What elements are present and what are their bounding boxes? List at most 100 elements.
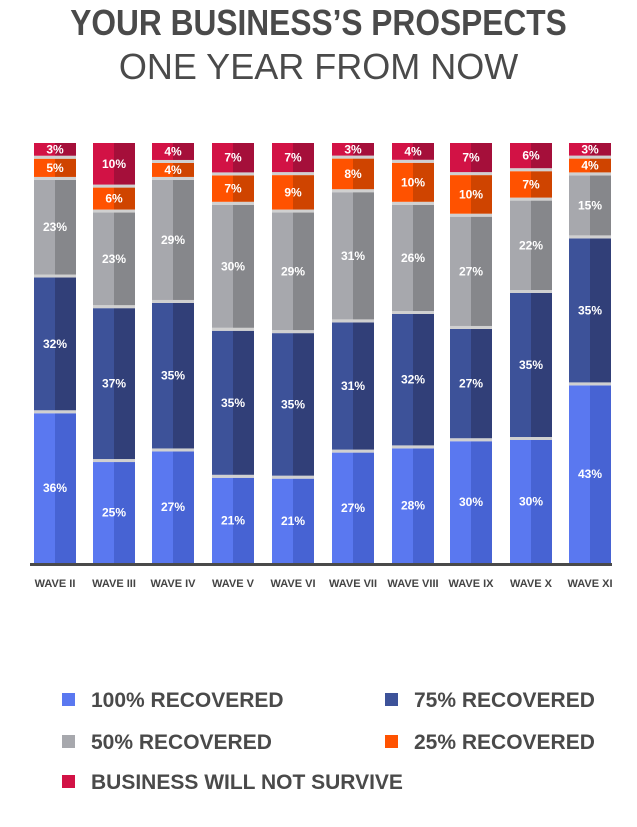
segment-gap (450, 172, 492, 176)
x-tick-label: WAVE VIII (387, 578, 438, 590)
segment-gap (332, 189, 374, 193)
bar-segment (272, 212, 293, 331)
bar-segment (569, 238, 590, 383)
bar-segment-shade (413, 204, 434, 311)
bar-segment-shade (471, 441, 492, 563)
legend-label: 100% RECOVERED (91, 689, 284, 712)
data-label: 4% (404, 144, 422, 158)
data-label: 32% (43, 337, 67, 351)
bar-segment-shade (173, 162, 194, 177)
bar-segment-shade (55, 179, 76, 275)
data-label: 10% (401, 175, 425, 189)
bar-segment (272, 175, 293, 210)
bar-segment (272, 333, 293, 476)
data-label: 35% (281, 397, 305, 411)
legend-label: 50% RECOVERED (91, 731, 272, 754)
segment-gap (392, 445, 434, 449)
bar-segment-shade (531, 200, 552, 290)
data-label: 7% (224, 182, 242, 196)
segment-gap (450, 325, 492, 329)
bar-segment (392, 143, 413, 160)
segment-gap (392, 159, 434, 163)
bar-segment (152, 302, 173, 449)
segment-gap (510, 197, 552, 201)
legend-swatch (62, 693, 75, 706)
bar-segment-shade (173, 302, 194, 449)
segment-gap (332, 319, 374, 323)
chart-title: YOUR BUSINESS’S PROSPECTS (70, 2, 567, 43)
data-label: 27% (459, 264, 483, 278)
bar-segment (93, 308, 114, 460)
segment-gap (392, 201, 434, 205)
bar-segment-shade (531, 440, 552, 563)
data-label: 36% (43, 481, 67, 495)
bar-segment (510, 200, 531, 290)
bar-segment (450, 143, 471, 173)
x-tick-label: WAVE X (510, 578, 553, 590)
data-label: 15% (578, 198, 602, 212)
legend-swatch (385, 693, 398, 706)
bar-segment (510, 171, 531, 198)
x-tick-label: WAVE IX (448, 578, 494, 590)
segment-gap (34, 155, 76, 159)
bar-segment-shade (114, 143, 135, 185)
bar-segment (152, 143, 173, 160)
bar-segment-shade (353, 192, 374, 320)
data-label: 21% (221, 513, 245, 527)
bar-segment-shade (173, 143, 194, 160)
data-label: 31% (341, 249, 365, 263)
bar-segment-shade (353, 143, 374, 156)
bar-segment (152, 162, 173, 177)
bar-segment-shade (413, 314, 434, 446)
bar-segment-shade (413, 143, 434, 160)
legend-swatch (385, 735, 398, 748)
segment-gap (272, 475, 314, 479)
data-label: 28% (401, 499, 425, 513)
segment-gap (93, 184, 135, 188)
bar-segment-shade (531, 171, 552, 198)
segment-gap (332, 155, 374, 159)
bar-segment (212, 204, 233, 328)
data-label: 3% (581, 142, 599, 156)
data-label: 35% (578, 303, 602, 317)
segment-gap (93, 459, 135, 463)
bar-segment (34, 413, 55, 563)
bar-segment-shade (233, 204, 254, 328)
legend-label: 75% RECOVERED (414, 689, 595, 712)
segment-gap (152, 176, 194, 180)
bar-segment (212, 477, 233, 563)
bar-segment-shade (471, 143, 492, 173)
data-label: 23% (43, 220, 67, 234)
data-label: 4% (164, 163, 182, 177)
bar-segment (332, 158, 353, 190)
bar-segment-shade (293, 333, 314, 476)
data-label: 9% (284, 185, 302, 199)
data-label: 3% (46, 142, 64, 156)
x-tick-label: WAVE V (212, 578, 255, 590)
data-label: 29% (161, 233, 185, 247)
data-label: 7% (224, 151, 242, 165)
x-tick-label: WAVE II (35, 578, 76, 590)
segment-gap (569, 172, 611, 176)
segment-gap (569, 155, 611, 159)
legend-label: 25% RECOVERED (414, 731, 595, 754)
x-tick-label: WAVE XI (567, 578, 612, 590)
data-label: 35% (519, 358, 543, 372)
bar-segment (34, 277, 55, 411)
bar-segment-shade (413, 162, 434, 202)
data-label: 7% (284, 151, 302, 165)
bar-segment-shade (471, 328, 492, 439)
data-label: 26% (401, 251, 425, 265)
segment-gap (152, 159, 194, 163)
bar-segment (510, 143, 531, 169)
data-label: 32% (401, 373, 425, 387)
bar-segment (569, 158, 590, 173)
x-tick-label: WAVE VII (329, 578, 377, 590)
bar-segment-shade (353, 158, 374, 190)
bar-segment (569, 175, 590, 236)
bar-segment (332, 322, 353, 450)
bar-segment (34, 143, 55, 156)
segment-gap (93, 305, 135, 309)
data-label: 27% (341, 501, 365, 515)
segment-gap (569, 235, 611, 239)
